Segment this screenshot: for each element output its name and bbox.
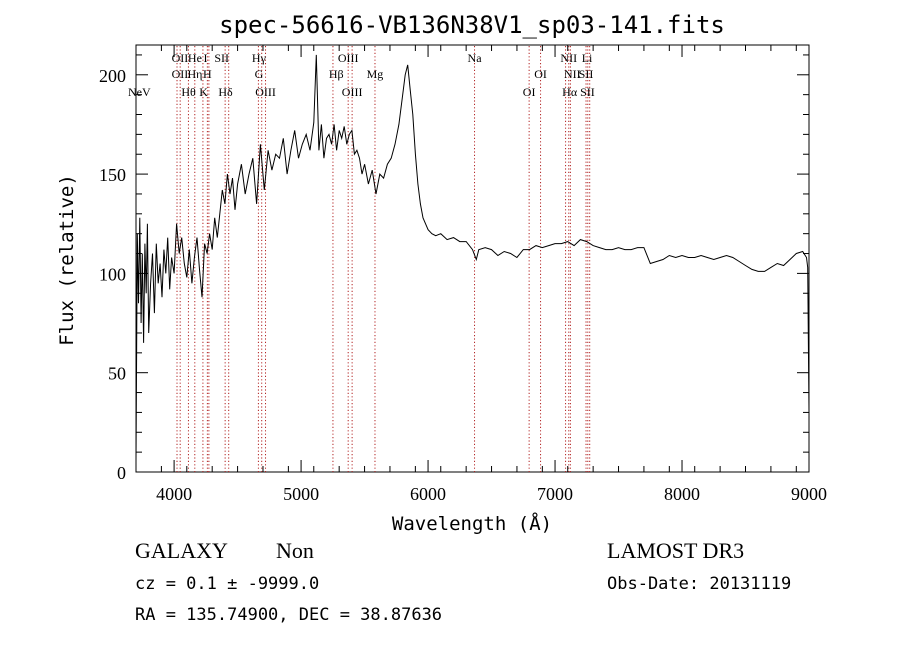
x-tick-label: 8000: [664, 484, 700, 504]
line-id-label: OIII: [342, 85, 363, 99]
line-id-label: NII: [560, 51, 577, 65]
object-class: GALAXY: [135, 538, 228, 563]
line-id-label: Hγ: [252, 51, 267, 65]
line-id-label: SII: [580, 85, 595, 99]
y-tick-label: 100: [99, 264, 126, 284]
line-id-label: K: [199, 85, 208, 99]
plot-frame: [135, 44, 810, 473]
y-tick-label: 200: [99, 66, 126, 86]
object-subclass: Non: [276, 538, 314, 563]
x-tick-label: 5000: [283, 484, 319, 504]
line-id-label: Na: [468, 51, 483, 65]
line-id-label: NII: [564, 67, 581, 81]
line-id-label: NeV: [128, 85, 151, 99]
line-id-label: OII: [172, 67, 189, 81]
survey-label: LAMOST DR3: [607, 538, 744, 563]
y-tick-label: 50: [108, 364, 126, 384]
x-tick-label: 9000: [791, 484, 827, 504]
line-id-label: Hα: [562, 85, 578, 99]
chart-title: spec-56616-VB136N38V1_sp03-141.fits: [219, 11, 725, 39]
y-tick-label: 150: [99, 165, 126, 185]
line-id-label: Hθ: [181, 85, 196, 99]
x-tick-label: 6000: [410, 484, 446, 504]
coordinates-text: RA = 135.74900, DEC = 38.87636: [135, 605, 442, 625]
spectrum-series: [135, 54, 810, 463]
redshift-text: cz = 0.1 ± -9999.0: [135, 574, 319, 594]
line-id-label: OIII: [255, 85, 276, 99]
obs-date-text: Obs-Date: 20131119: [607, 574, 791, 594]
line-id-label: H: [203, 67, 212, 81]
line-id-label: He: [188, 51, 202, 65]
line-id-label: Li: [582, 51, 593, 65]
x-tick-label: 4000: [156, 484, 192, 504]
line-id-label: G: [255, 67, 264, 81]
line-id-label: SII: [214, 51, 229, 65]
line-id-label: OIII: [338, 51, 359, 65]
line-id-label: OI: [534, 67, 547, 81]
line-id-label: SII: [579, 67, 594, 81]
axis-ticks: 4000 5000 6000 7000 8000 9000 0 50 100 150 200: [99, 45, 827, 504]
line-id-label: I: [203, 51, 207, 65]
line-id-label: OII: [172, 51, 189, 65]
line-id-label: Hη: [187, 67, 202, 81]
y-tick-label: 0: [117, 463, 126, 483]
line-id-label: Hδ: [218, 85, 233, 99]
line-id-label: Mg: [367, 67, 384, 81]
line-markers: [176, 46, 591, 472]
y-axis-label: Flux (relative): [56, 174, 78, 346]
line-id-label: OI: [523, 85, 536, 99]
line-id-label: Hβ: [329, 67, 344, 81]
line-id-labels: NeVOIIOIIHθHeHηKIHSIIHδHγGOIIIOIIIHβOIII…: [128, 51, 595, 99]
x-axis-label: Wavelength (Å): [392, 512, 552, 535]
x-tick-label: 7000: [537, 484, 573, 504]
